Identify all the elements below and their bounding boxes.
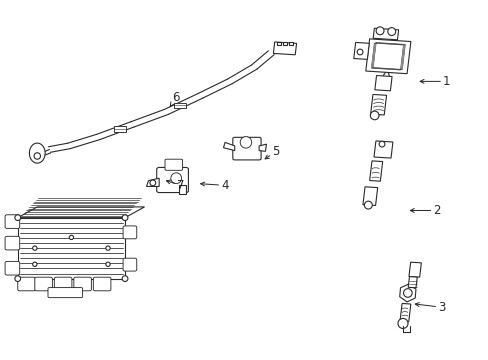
Polygon shape	[223, 142, 234, 150]
Ellipse shape	[150, 180, 155, 186]
FancyBboxPatch shape	[5, 261, 20, 275]
Bar	[174, 103, 185, 108]
Bar	[114, 126, 125, 132]
Polygon shape	[407, 276, 416, 288]
FancyBboxPatch shape	[157, 167, 188, 193]
Ellipse shape	[240, 136, 251, 148]
Ellipse shape	[105, 246, 110, 250]
Bar	[289, 42, 293, 45]
Ellipse shape	[378, 141, 384, 147]
FancyBboxPatch shape	[35, 277, 52, 291]
Ellipse shape	[69, 235, 73, 239]
Ellipse shape	[403, 289, 411, 297]
FancyBboxPatch shape	[123, 258, 137, 271]
Text: 6: 6	[169, 91, 180, 107]
Text: 3: 3	[414, 301, 445, 314]
Ellipse shape	[397, 319, 407, 328]
Ellipse shape	[34, 153, 41, 159]
Polygon shape	[372, 28, 398, 40]
Ellipse shape	[105, 262, 110, 266]
Ellipse shape	[33, 246, 37, 250]
FancyBboxPatch shape	[123, 226, 137, 239]
Ellipse shape	[170, 173, 181, 184]
Ellipse shape	[122, 215, 128, 221]
Polygon shape	[353, 42, 368, 59]
Polygon shape	[18, 207, 144, 218]
FancyBboxPatch shape	[5, 236, 20, 250]
Text: 2: 2	[409, 204, 440, 217]
Ellipse shape	[15, 215, 20, 221]
FancyBboxPatch shape	[5, 215, 20, 228]
Ellipse shape	[387, 28, 395, 36]
Ellipse shape	[33, 262, 37, 266]
Polygon shape	[399, 303, 410, 322]
Ellipse shape	[375, 27, 383, 35]
Text: 7: 7	[166, 179, 184, 192]
Text: 5: 5	[264, 145, 279, 159]
Polygon shape	[369, 161, 382, 181]
FancyBboxPatch shape	[54, 277, 72, 291]
Ellipse shape	[364, 201, 371, 209]
Ellipse shape	[356, 49, 362, 55]
Polygon shape	[29, 143, 45, 163]
Text: 1: 1	[419, 75, 449, 88]
FancyBboxPatch shape	[93, 277, 111, 291]
FancyBboxPatch shape	[48, 288, 82, 298]
Polygon shape	[146, 178, 159, 186]
Bar	[276, 42, 280, 45]
Ellipse shape	[369, 111, 378, 120]
Text: 4: 4	[200, 179, 228, 192]
FancyBboxPatch shape	[18, 277, 35, 291]
FancyBboxPatch shape	[232, 137, 261, 160]
Polygon shape	[273, 42, 296, 55]
Polygon shape	[362, 187, 377, 206]
FancyBboxPatch shape	[164, 159, 182, 170]
Polygon shape	[373, 141, 392, 158]
Ellipse shape	[122, 276, 128, 282]
Ellipse shape	[15, 276, 20, 282]
Bar	[283, 42, 286, 45]
Polygon shape	[408, 262, 421, 277]
Polygon shape	[370, 94, 386, 115]
Polygon shape	[18, 218, 125, 279]
Polygon shape	[399, 284, 415, 302]
Polygon shape	[374, 76, 391, 91]
FancyBboxPatch shape	[74, 277, 91, 291]
Polygon shape	[259, 144, 266, 151]
Polygon shape	[365, 39, 410, 74]
Polygon shape	[178, 185, 185, 194]
